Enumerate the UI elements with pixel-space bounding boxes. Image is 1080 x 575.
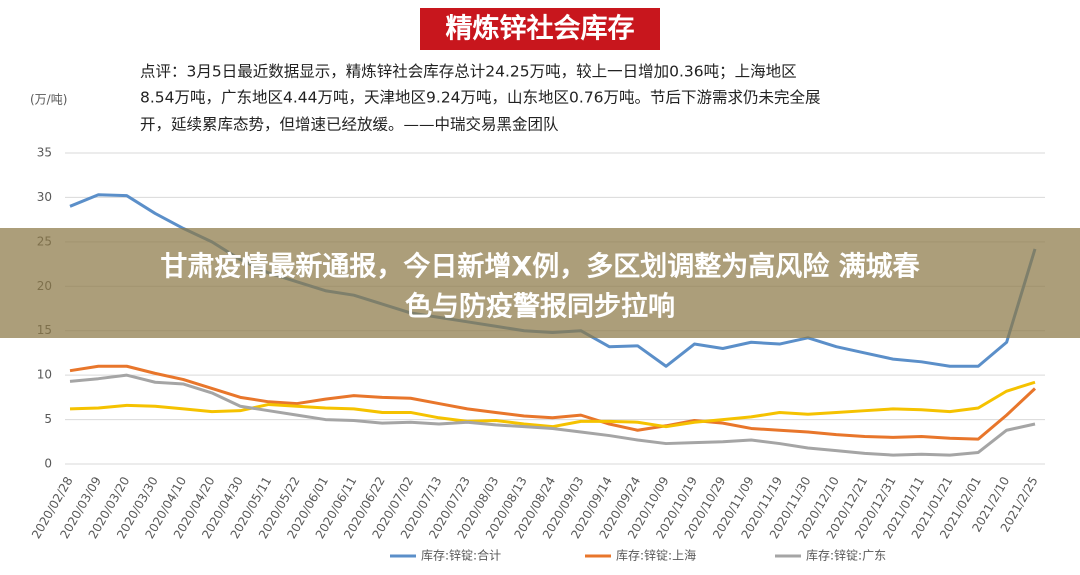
legend-label: 库存:锌锭:广东 [806,548,886,563]
comment-line: 点评：3月5日最近数据显示，精炼锌社会库存总计24.25万吨，较上一日增加0.3… [140,63,797,81]
title-box [420,8,660,50]
banner [0,228,1080,338]
plot: 051015202530352020/02/282020/03/092020/0… [29,146,1045,563]
headline: 色与防疫警报同步拉响 [405,291,675,323]
y-tick-label: 35 [37,146,52,160]
series-line [69,373,1036,457]
y-axis-label: (万/吨) [30,93,67,107]
y-tick-label: 5 [44,412,52,426]
series-line [69,380,1036,429]
legend-label: 库存:锌锭:上海 [616,548,696,563]
chart-title: 精炼锌社会库存 [446,13,635,45]
y-tick-label: 10 [37,368,52,382]
comment-line: 开，延续累库态势，但增速已经放缓。——中瑞交易黑金团队 [140,116,559,134]
y-tick-label: 30 [37,190,52,204]
series-line [69,364,1037,441]
comment-line: 8.54万吨，广东地区4.44万吨，天津地区9.24万吨，山东地区0.76万吨。… [140,89,821,107]
headline: 甘肃疫情最新通报，今日新增X例，多区划调整为高风险 满城春 [160,251,920,283]
legend-label: 库存:锌锭:合计 [421,548,501,563]
y-tick-label: 0 [44,457,52,471]
